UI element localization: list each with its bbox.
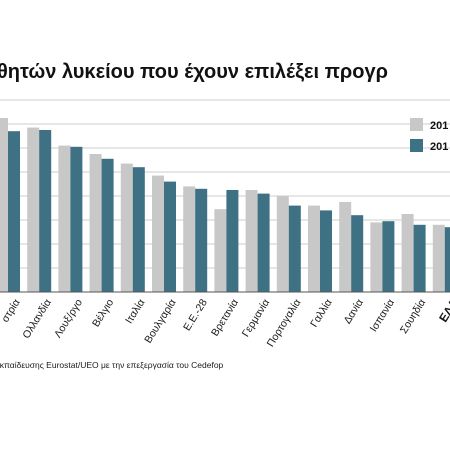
bar-series-1-6 (183, 186, 196, 292)
bar-series-1-2 (58, 145, 71, 292)
x-tick-label: Βουλγαρία (142, 297, 178, 345)
legend-label-series-2: 201 (430, 141, 448, 153)
legend: 201 201 (410, 118, 448, 153)
bar-series-1-3 (89, 154, 102, 292)
bar-series-2-4 (132, 167, 145, 292)
bar-series-2-1 (39, 130, 52, 292)
bar-series-1-8 (245, 190, 258, 292)
legend-swatch-series-2 (410, 139, 423, 152)
bar-series-2-3 (101, 158, 114, 292)
bar-series-2-5 (164, 181, 176, 292)
bar-series-1-14 (432, 224, 445, 292)
bar-series-1-7 (214, 209, 227, 292)
bar-series-2-7 (226, 190, 239, 292)
bar-series-1-11 (339, 202, 352, 292)
x-tick-label: Ολλανδία (20, 297, 54, 341)
bar-series-1-5 (152, 175, 164, 292)
x-tick-label: Βρετανία (209, 297, 241, 338)
bar-series-1-0 (0, 118, 8, 292)
bar-series-2-12 (382, 221, 395, 292)
x-tick-label: Λουξ/ργο (52, 297, 85, 340)
bar-series-2-13 (413, 224, 426, 292)
bar-series-1-9 (276, 196, 289, 292)
bar-series-1-10 (308, 205, 320, 292)
bar-series-1-13 (401, 214, 414, 292)
x-tick-label: στρία (0, 297, 23, 325)
x-tick-label: Ε.Ε.-28 (181, 297, 210, 333)
x-tick-label: Γερμανία (240, 297, 273, 339)
bar-series-2-11 (351, 215, 364, 292)
source-note: εκπαίδευσης Eurostat/UEO με την επεξεργα… (0, 360, 224, 370)
x-tick-label: Βέλγιο (90, 297, 116, 329)
x-tick-label: Σουηδία (398, 297, 428, 336)
x-tick-label: Γαλλία (308, 297, 334, 329)
bars (0, 118, 450, 292)
legend-swatch-series-1 (410, 118, 423, 131)
bar-series-2-9 (288, 205, 301, 292)
x-tick-label: Ισπανία (368, 297, 397, 334)
chart-title: θητών λυκείου που έχουν επιλέξει προγρ (0, 61, 388, 83)
legend-label-series-1: 201 (430, 120, 448, 132)
bar-series-2-10 (320, 210, 332, 292)
bar-series-2-2 (70, 146, 83, 292)
bar-series-2-6 (195, 188, 208, 292)
bar-series-2-14 (444, 227, 450, 292)
bar-series-1-1 (27, 127, 40, 292)
x-tick-label: Ιταλία (123, 297, 147, 326)
bar-series-2-0 (8, 131, 20, 292)
x-tick-label: Δανία (342, 297, 366, 326)
bar-series-1-12 (370, 222, 383, 292)
x-tick-label: ΕΛΛ (436, 297, 450, 325)
bar-series-1-4 (120, 163, 133, 292)
bar-series-2-8 (257, 193, 270, 292)
